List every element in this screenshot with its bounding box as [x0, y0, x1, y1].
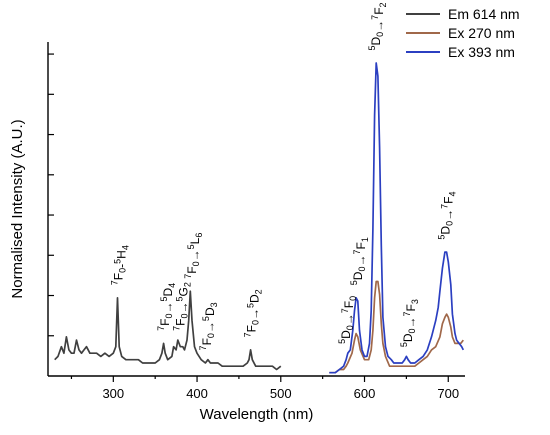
- annotation-text: 7F0→5D3: [198, 302, 219, 350]
- annotation-text: 5D0→7F3: [399, 299, 420, 347]
- annotation-text: 7F0→5D4: [156, 283, 177, 331]
- legend: Em 614 nm Ex 270 nm Ex 393 nm: [406, 6, 520, 60]
- series-line-1: [54, 290, 282, 371]
- series-line-3: [329, 62, 465, 374]
- x-tick-label: 600: [354, 386, 376, 401]
- x-axis-title: Wavelength (nm): [200, 406, 314, 423]
- annotation-text: 7F0→5G2: [171, 282, 192, 331]
- legend-label-3: Ex 393 nm: [448, 44, 515, 60]
- annotation-text: 7F0→5D2: [242, 289, 263, 337]
- annotation-text: 5D0→7F1: [349, 237, 370, 285]
- annotation-text: 7F0-5H4: [109, 245, 130, 285]
- annotation-11: 5D0→7F4: [437, 192, 458, 240]
- axes: 300 400 500 600 700: [47, 42, 465, 401]
- annotation-2: 7F0→5D4: [156, 283, 177, 331]
- annotation-1: 7F0-5H4: [109, 245, 130, 285]
- annotation-text: 5D0→7F4: [437, 192, 458, 240]
- series-layer: [54, 62, 465, 374]
- legend-label-2: Ex 270 nm: [448, 25, 515, 41]
- annotation-8: 5D0→7F1: [349, 237, 370, 285]
- annotation-7: 5D0→7F0: [337, 296, 358, 344]
- annotation-9: 5D0→7F2: [367, 2, 388, 50]
- annotation-6: 7F0→5D2: [242, 289, 263, 337]
- x-tick-label: 700: [437, 386, 459, 401]
- annotation-4: 7F0→5L6: [183, 233, 204, 279]
- annotation-3: 7F0→5G2: [171, 282, 192, 331]
- legend-label-1: Em 614 nm: [448, 6, 520, 22]
- series-line-2: [329, 280, 464, 374]
- annotation-5: 7F0→5D3: [198, 302, 219, 350]
- x-tick-label: 300: [102, 386, 124, 401]
- annotation-text: 5D0→7F2: [367, 2, 388, 50]
- x-tick-label: 500: [270, 386, 292, 401]
- y-axis-title: Normalised Intensity (A.U.): [9, 119, 26, 298]
- annotation-text: 7F0→5L6: [183, 233, 204, 279]
- annotation-text: 5D0→7F0: [337, 296, 358, 344]
- x-tick-label: 400: [186, 386, 208, 401]
- annotation-10: 5D0→7F3: [399, 299, 420, 347]
